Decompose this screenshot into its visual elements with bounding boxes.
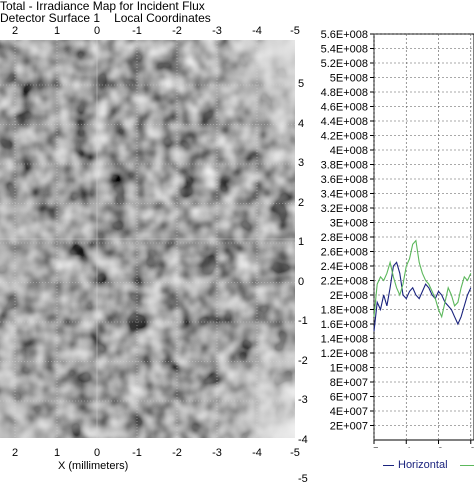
plot-y-tick-label: 3.4E+008 bbox=[321, 189, 368, 201]
local-coordinates-label: Local Coordinates bbox=[114, 11, 211, 25]
plot-y-tick-label: 2E+007 bbox=[330, 421, 368, 433]
plot-y-tick-label: 3.6E+008 bbox=[321, 174, 368, 186]
plot-y-tick-label: 8E+007 bbox=[330, 377, 368, 389]
map-right-tick: 2 bbox=[298, 196, 305, 209]
legend-horizontal-label: Horizontal bbox=[398, 459, 448, 471]
map-right-tick: -3 bbox=[298, 394, 308, 406]
plot-x-tick-label: -3 bbox=[434, 446, 444, 448]
plot-y-tick-label: 1.2E+008 bbox=[321, 348, 368, 360]
map-right-tick: 3 bbox=[298, 157, 305, 169]
plot-y-tick-label: 1.8E+008 bbox=[321, 305, 368, 317]
plot-y-tick-label: 4.4E+008 bbox=[321, 116, 368, 128]
irradiance-map-image bbox=[0, 40, 295, 438]
plot-y-tick-label: 3E+008 bbox=[330, 218, 368, 230]
plot-y-tick-label: 4.2E+008 bbox=[321, 131, 368, 143]
plot-y-tick-label: 5E+008 bbox=[330, 73, 368, 85]
map-top-tick: 1 bbox=[53, 25, 61, 37]
map-right-tick: 0 bbox=[298, 275, 305, 288]
legend-vertical-swatch bbox=[460, 465, 474, 466]
map-right-tick: -4 bbox=[298, 433, 308, 446]
plot-y-tick-label: 2.2E+008 bbox=[321, 276, 368, 288]
map-bottom-tick: -1 bbox=[132, 447, 142, 459]
plot-y-tick-label: 2.4E+008 bbox=[321, 261, 368, 273]
plot-y-tick-label: 2E+008 bbox=[330, 290, 368, 302]
plot-x-tick-label: -5 bbox=[369, 446, 379, 448]
map-x-axis-label: X (millimeters) bbox=[58, 460, 129, 472]
map-bottom-tick: -4 bbox=[252, 447, 262, 459]
plot-y-tick-label: 6E+007 bbox=[330, 392, 368, 404]
series-line-horizontal bbox=[373, 261, 472, 332]
plot-y-tick-label: 5.4E+008 bbox=[321, 44, 368, 56]
detector-surface-label: Detector Surface 1 bbox=[0, 11, 101, 25]
plot-y-tick-label: 4E+007 bbox=[330, 406, 368, 418]
map-top-tick: -5 bbox=[290, 25, 300, 37]
map-top-tick: -4 bbox=[252, 25, 262, 37]
map-right-tick: 4 bbox=[298, 117, 305, 130]
plot-y-tick-label: 1.6E+008 bbox=[321, 319, 368, 331]
plot-y-tick-label: 3.2E+008 bbox=[321, 203, 368, 215]
cross-section-plot[interactable]: 5.6E+008 5.4E+008 5.2E+008 5E+008 4.8E+008 4.… bbox=[320, 28, 474, 448]
map-top-tick: -3 bbox=[212, 25, 222, 37]
map-top-tick: 2 bbox=[11, 25, 19, 37]
map-right-tick: -1 bbox=[298, 315, 308, 327]
map-top-tick: -1 bbox=[132, 25, 142, 37]
plot-x-tick-label: -4 bbox=[401, 446, 411, 448]
plot-y-tick-label: 2.8E+008 bbox=[321, 232, 368, 244]
detector-subtitle: Detector Surface 1 Local Coordinates bbox=[0, 12, 211, 25]
map-right-tick: 1 bbox=[298, 236, 305, 248]
map-top-tick: -2 bbox=[172, 25, 182, 37]
window-title: Total - Irradiance Map for Incident Flux bbox=[0, 0, 205, 13]
map-right-tick: 5 bbox=[298, 78, 305, 90]
legend-horizontal-swatch bbox=[383, 465, 394, 466]
plot-y-tick-label: 1.4E+008 bbox=[321, 334, 368, 346]
irradiance-map[interactable] bbox=[0, 40, 295, 438]
map-top-tick: 0 bbox=[93, 25, 101, 37]
plot-y-tick-label: 1E+008 bbox=[330, 363, 368, 375]
plot-y-tick-label: 5.6E+008 bbox=[321, 29, 368, 41]
map-bottom-tick: 1 bbox=[53, 447, 61, 459]
plot-y-tick-label: 4.8E+008 bbox=[321, 87, 368, 99]
map-bottom-tick: -3 bbox=[212, 447, 222, 459]
map-right-tick: -5 bbox=[298, 473, 308, 485]
map-bottom-tick: 0 bbox=[93, 447, 101, 459]
plot-x-tick-label: -2 bbox=[466, 446, 474, 448]
map-bottom-tick: 2 bbox=[11, 447, 19, 459]
series-line-vertical bbox=[373, 239, 472, 319]
plot-y-tick-label: 4.6E+008 bbox=[321, 102, 368, 114]
map-right-tick: -2 bbox=[298, 354, 308, 367]
plot-y-tick-label: 4E+008 bbox=[330, 145, 368, 157]
map-bottom-tick: -5 bbox=[290, 447, 300, 459]
plot-y-tick-label: 2.6E+008 bbox=[321, 247, 368, 259]
plot-y-tick-label: 5.2E+008 bbox=[321, 58, 368, 70]
map-bottom-tick: -2 bbox=[172, 447, 182, 459]
plot-y-tick-label: 3.8E+008 bbox=[321, 160, 368, 172]
